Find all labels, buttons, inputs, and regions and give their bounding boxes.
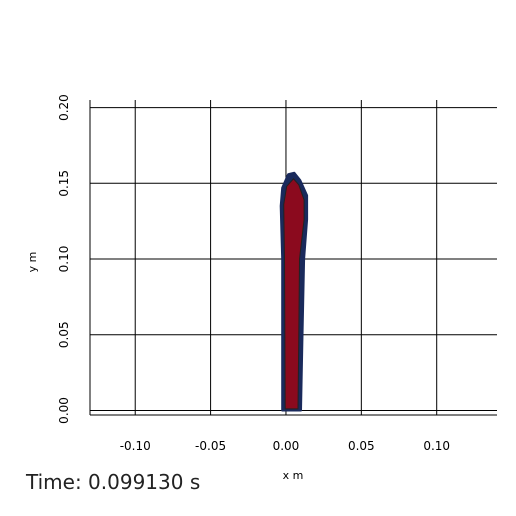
y-tick-label: 0.10 <box>57 246 71 273</box>
y-axis-label: y m <box>26 252 39 273</box>
y-tick-label: 0.05 <box>57 321 71 348</box>
time-readout: Time: 0.099130 s <box>26 470 201 494</box>
x-tick-label: 0.00 <box>273 439 300 453</box>
fluid-region <box>283 178 305 410</box>
x-tick-label: 0.10 <box>423 439 450 453</box>
y-tick-label: 0.20 <box>57 94 71 121</box>
x-tick-label: -0.10 <box>120 439 151 453</box>
x-tick-label: 0.05 <box>348 439 375 453</box>
x-tick-label: -0.05 <box>195 439 226 453</box>
y-tick-label: 0.15 <box>57 170 71 197</box>
x-axis-label: x m <box>283 469 304 482</box>
y-tick-label: 0.00 <box>57 397 71 424</box>
